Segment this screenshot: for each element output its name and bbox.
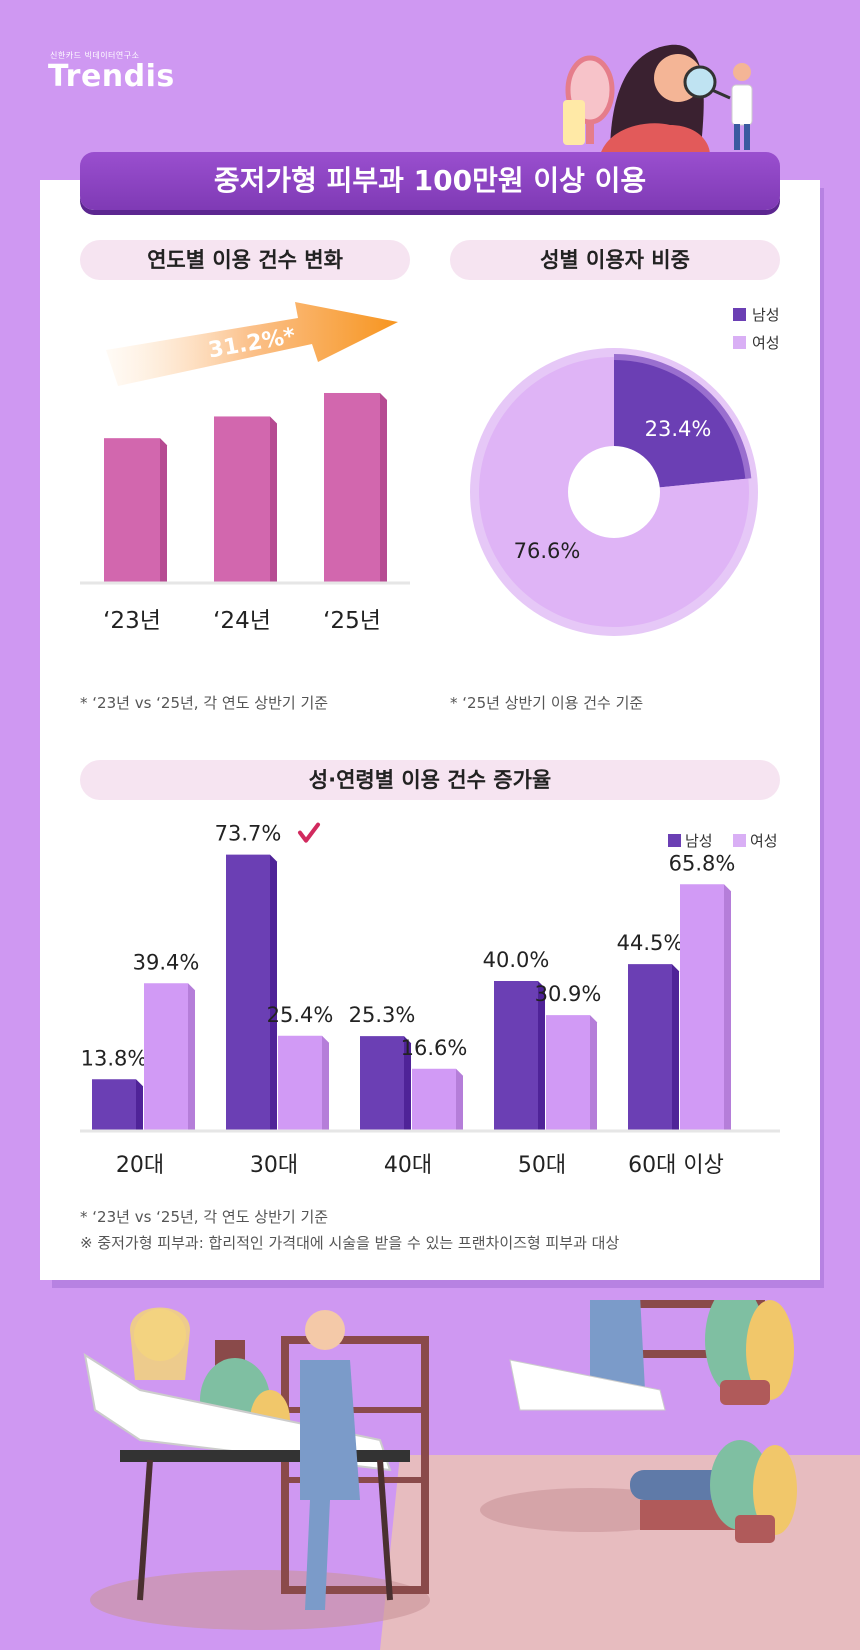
age-bar-female-2 xyxy=(278,1035,329,1131)
donut-hole xyxy=(568,446,660,538)
age-bar-female-5 xyxy=(680,884,731,1131)
age-gender-growth-chart: 남성 여성 13.8% 39.4% 73.7% 25.4% 25.3% 16.6% 40.0… xyxy=(80,822,780,1178)
age-note-2: ※ 중저가형 피부과: 합리적인 가격대에 시술을 받을 수 있는 프랜차이즈형… xyxy=(80,1234,620,1252)
yearly-bar-1 xyxy=(104,438,167,583)
gender-note: * ‘25년 상반기 이용 건수 기준 xyxy=(450,694,644,712)
age-value-label: 44.5% xyxy=(617,931,684,955)
age-bar-female-4 xyxy=(546,1015,597,1131)
age-tick-label: 30대 xyxy=(250,1153,298,1178)
age-value-label: 25.4% xyxy=(267,1003,334,1027)
age-value-label: 73.7% xyxy=(215,822,282,846)
brand-logo: 신한카드 빅데이터연구소 Trendis xyxy=(48,50,175,94)
yearly-usage-chart: 31.2%* ‘23년 ‘24년 ‘25년 xyxy=(80,302,410,634)
age-note-1: * ‘23년 vs ‘25년, 각 연도 상반기 기준 xyxy=(80,1208,329,1226)
pie-label-female: 76.6% xyxy=(514,539,581,563)
age-bar-male-2 xyxy=(226,854,277,1131)
legend-female-swatch xyxy=(733,336,746,349)
yearly-tick-label: ‘24년 xyxy=(213,608,271,634)
age-value-label: 65.8% xyxy=(669,851,736,875)
legend-female-label: 여성 xyxy=(752,334,780,352)
legend-male-swatch xyxy=(733,308,746,321)
brand-name: Trendis xyxy=(48,59,175,94)
age-value-label: 40.0% xyxy=(483,948,550,972)
yearly-chart-heading: 연도별 이용 건수 변화 xyxy=(80,240,410,280)
age-tick-label: 50대 xyxy=(518,1153,566,1178)
age-bar-male-3 xyxy=(360,1036,411,1131)
pie-male-rim xyxy=(476,354,752,630)
age-bar-male-1 xyxy=(92,1079,143,1131)
age-value-label: 13.8% xyxy=(81,1046,148,1070)
age-value-label: 16.6% xyxy=(401,1036,468,1060)
yearly-tick-label: ‘23년 xyxy=(103,608,161,634)
age-bar-male-4 xyxy=(494,981,545,1131)
gender-share-chart: 남성 여성 23.4% 76.6% xyxy=(470,306,780,636)
brand-subtitle: 신한카드 빅데이터연구소 xyxy=(50,51,140,60)
pie-label-male: 23.4% xyxy=(645,417,712,441)
age-value-label: 39.4% xyxy=(133,950,200,974)
legend-male-label: 남성 xyxy=(685,832,713,850)
age-bar-male-5 xyxy=(628,964,679,1131)
page-title: 중저가형 피부과 100만원 이상 이용 xyxy=(80,152,780,210)
age-tick-label: 20대 xyxy=(116,1153,164,1178)
age-value-label: 25.3% xyxy=(349,1003,416,1027)
yearly-note: * ‘23년 vs ‘25년, 각 연도 상반기 기준 xyxy=(80,694,329,712)
pie-slice-male xyxy=(614,357,749,492)
legend-female-swatch xyxy=(733,834,746,847)
clinic-illustration xyxy=(83,1300,860,1650)
gender-chart-heading: 성별 이용자 비중 xyxy=(450,240,780,280)
header-illustration xyxy=(563,44,753,155)
age-value-label: 30.9% xyxy=(535,982,602,1006)
age-bar-female-3 xyxy=(412,1068,463,1131)
yearly-tick-label: ‘25년 xyxy=(323,608,381,634)
legend-male-label: 남성 xyxy=(752,306,780,324)
legend-female-label: 여성 xyxy=(750,832,778,850)
legend-male-swatch xyxy=(668,834,681,847)
highlight-check-icon xyxy=(298,822,320,843)
yearly-bar-3 xyxy=(324,392,387,583)
age-chart-heading: 성·연령별 이용 건수 증가율 xyxy=(80,760,780,800)
age-tick-label: 60대 이상 xyxy=(628,1153,724,1178)
yearly-bar-2 xyxy=(214,416,277,583)
growth-arrow xyxy=(106,302,398,386)
age-bar-female-1 xyxy=(144,983,195,1131)
age-tick-label: 40대 xyxy=(384,1153,432,1178)
